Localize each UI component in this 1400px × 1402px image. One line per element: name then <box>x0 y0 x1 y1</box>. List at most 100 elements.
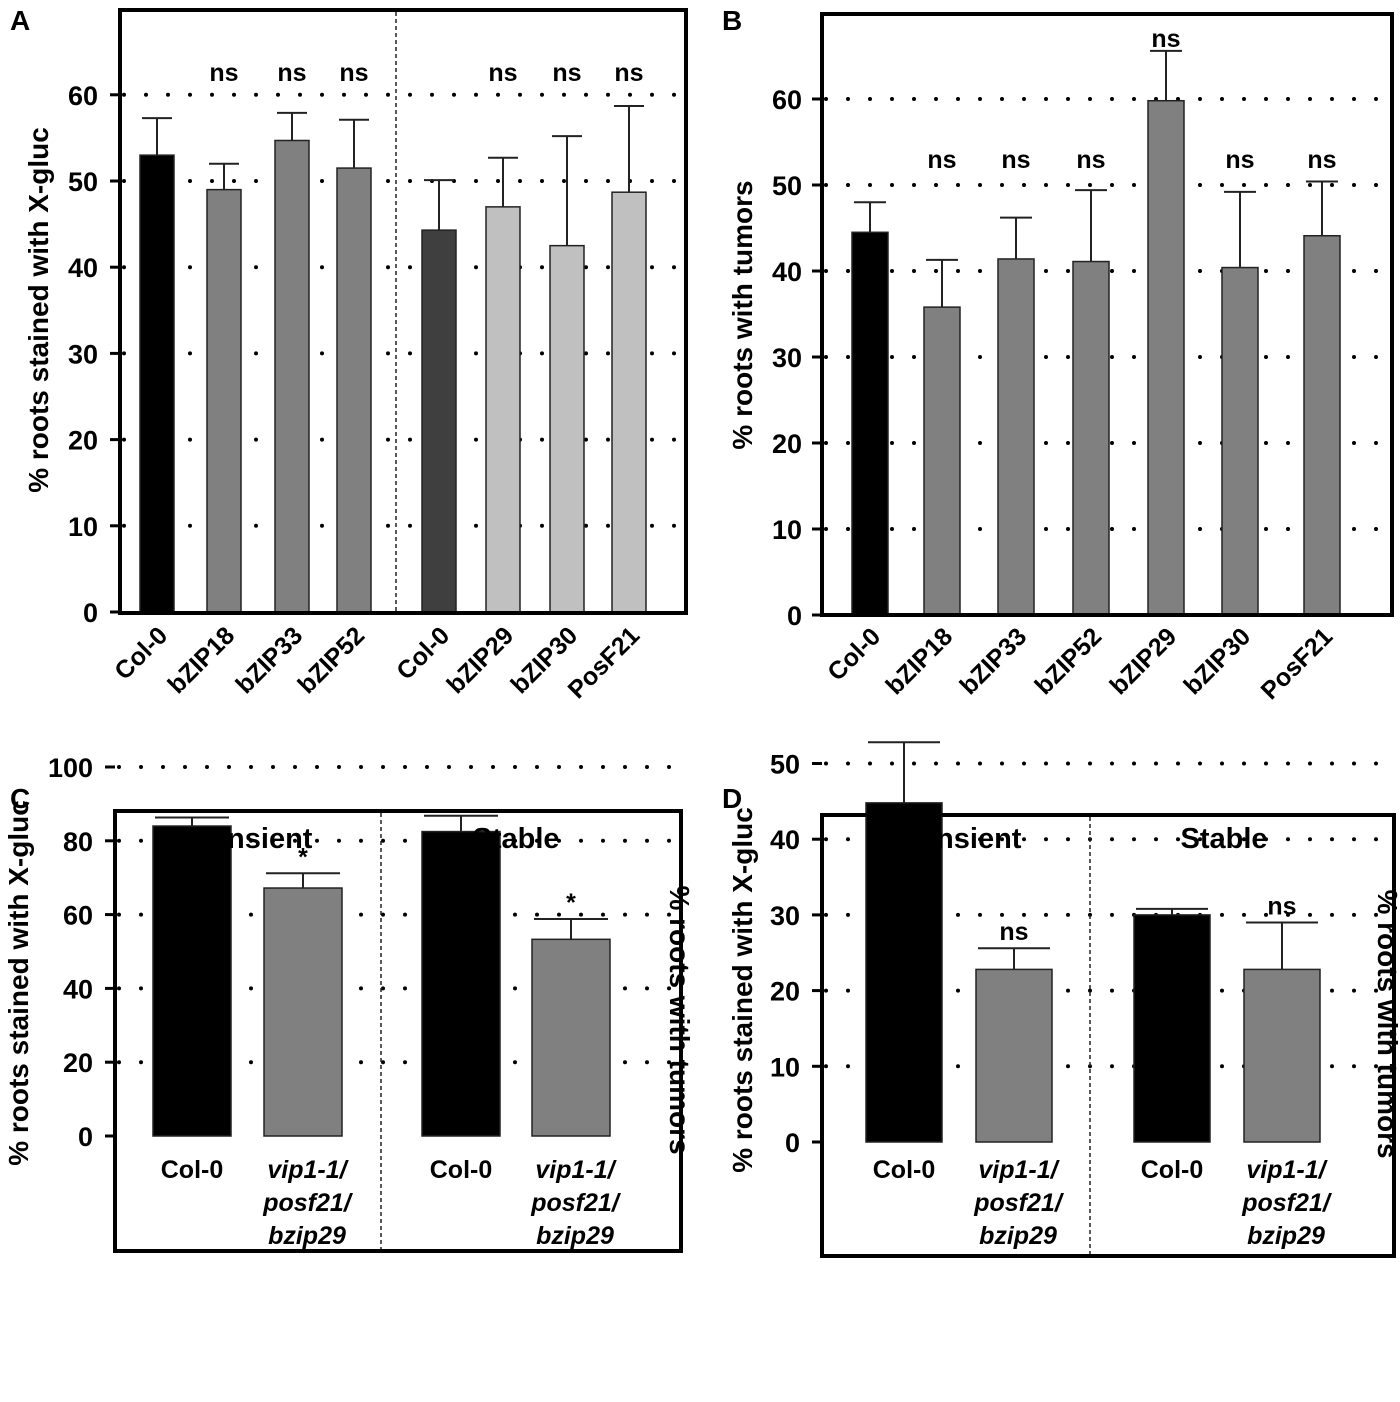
plot-frame <box>118 8 688 615</box>
y-tick-label: 30 <box>68 339 98 369</box>
plot-frame <box>820 12 1394 617</box>
category-label: Col-0 <box>873 1156 936 1184</box>
y-tick-label: 20 <box>68 426 98 456</box>
category-label: bzip29 <box>979 1222 1057 1250</box>
bar <box>611 191 647 613</box>
category-label: bZIP33 <box>230 621 308 699</box>
y-axis-label-right: % roots with tumors <box>664 885 695 1154</box>
bar <box>923 306 961 616</box>
panel-A: A 0 10 20 30 40 50 60 Col-0 ns bZIP18 ns bZIP33 ns bZI… <box>10 5 688 704</box>
y-tick-label: 50 <box>68 167 98 197</box>
category-label: posf21/ <box>530 1189 622 1217</box>
category-label: vip1-1/ <box>1246 1156 1328 1184</box>
category-label: Col-0 <box>430 1156 493 1184</box>
bar <box>975 968 1053 1143</box>
plot-frame <box>113 809 683 1253</box>
category-label: vip1-1/ <box>267 1156 349 1184</box>
bar <box>549 244 585 613</box>
section-header: Transient <box>184 823 313 855</box>
significance-label: ns <box>339 59 368 87</box>
panel-label-B: B <box>722 5 742 36</box>
bar <box>531 938 611 1137</box>
bar <box>485 206 521 613</box>
y-tick-label: 0 <box>787 601 802 631</box>
y-tick-label: 40 <box>63 974 93 1004</box>
panel-label-D: D <box>722 783 742 814</box>
category-label: vip1-1/ <box>535 1156 617 1184</box>
significance-label: ns <box>1001 146 1030 174</box>
bar <box>1072 260 1110 616</box>
significance-label: ns <box>209 59 238 87</box>
y-tick-label: 10 <box>770 1052 800 1082</box>
y-tick-label: 20 <box>770 977 800 1007</box>
significance-label: ns <box>927 146 956 174</box>
y-tick-label: 60 <box>772 85 802 115</box>
section-header: Transient <box>893 823 1022 855</box>
y-tick-label: 30 <box>770 901 800 931</box>
category-label: PosF21 <box>1256 622 1339 705</box>
y-tick-label: 40 <box>68 253 98 283</box>
significance-label: ns <box>1307 146 1336 174</box>
y-tick-label: 60 <box>63 901 93 931</box>
y-axis-label: % roots with tumors <box>727 180 758 449</box>
y-tick-label: 20 <box>63 1048 93 1078</box>
y-tick-label: 0 <box>83 598 98 628</box>
category-label: Col-0 <box>109 621 173 685</box>
significance-label: ns <box>1225 146 1254 174</box>
bar <box>1303 234 1341 616</box>
bar <box>1147 99 1185 616</box>
category-label: bZIP30 <box>1178 622 1256 700</box>
panel-label-C: C <box>10 783 30 814</box>
y-tick-label: 50 <box>772 171 802 201</box>
bar <box>997 258 1035 616</box>
category-label: bzip29 <box>536 1222 614 1250</box>
category-label: bZIP29 <box>441 621 519 699</box>
bar <box>263 887 343 1137</box>
y-tick-label: 20 <box>772 429 802 459</box>
category-label: bZIP33 <box>954 622 1032 700</box>
y-tick-label: 40 <box>770 825 800 855</box>
category-label: bZIP29 <box>1104 622 1182 700</box>
category-label: bzip29 <box>1247 1222 1325 1250</box>
bar <box>1133 914 1211 1143</box>
bar <box>336 167 372 613</box>
y-axis-label-right: % roots with tumors <box>1372 889 1400 1158</box>
bar <box>274 139 310 613</box>
significance-label: ns <box>1076 146 1105 174</box>
significance-label: * <box>566 889 576 917</box>
significance-label: ns <box>614 59 643 87</box>
category-label: posf21/ <box>1241 1189 1333 1217</box>
significance-label: ns <box>1151 25 1180 53</box>
category-label: bZIP18 <box>162 621 240 699</box>
category-label: Col-0 <box>822 622 886 686</box>
bar <box>139 154 175 613</box>
panel-label-A: A <box>10 5 30 36</box>
significance-label: ns <box>552 59 581 87</box>
bar <box>206 188 242 613</box>
y-axis-label: % roots stained with X-gluc <box>3 800 34 1166</box>
bar <box>851 231 889 616</box>
y-tick-label: 0 <box>785 1128 800 1158</box>
significance-label: ns <box>999 918 1028 946</box>
bar <box>865 802 943 1143</box>
significance-label: * <box>298 843 308 871</box>
significance-label: ns <box>1267 892 1296 920</box>
bar <box>421 830 501 1137</box>
category-label: vip1-1/ <box>978 1156 1060 1184</box>
y-tick-label: 50 <box>770 750 800 780</box>
category-label: bzip29 <box>268 1222 346 1250</box>
significance-label: ns <box>488 59 517 87</box>
y-tick-label: 100 <box>48 753 93 783</box>
y-tick-label: 30 <box>772 343 802 373</box>
y-tick-label: 10 <box>68 512 98 542</box>
bar <box>421 229 457 613</box>
panel-B: B 0 10 20 30 40 50 60 Col-0 ns bZIP18 ns bZIP33 ns bZI… <box>722 5 1394 705</box>
panel-D: D 0 10 20 30 40 50 Col-0 ns vip1-1/posf21/bzip29 C… <box>722 741 1400 1258</box>
y-tick-label: 10 <box>772 515 802 545</box>
bar <box>152 825 232 1137</box>
bar <box>1243 968 1321 1143</box>
y-axis-label: % roots stained with X-gluc <box>23 127 54 493</box>
panel-C: C 0 20 40 60 80 100 Col-0 * vip1-1/posf21/bzip29 C… <box>3 753 695 1253</box>
y-tick-label: 0 <box>78 1122 93 1152</box>
